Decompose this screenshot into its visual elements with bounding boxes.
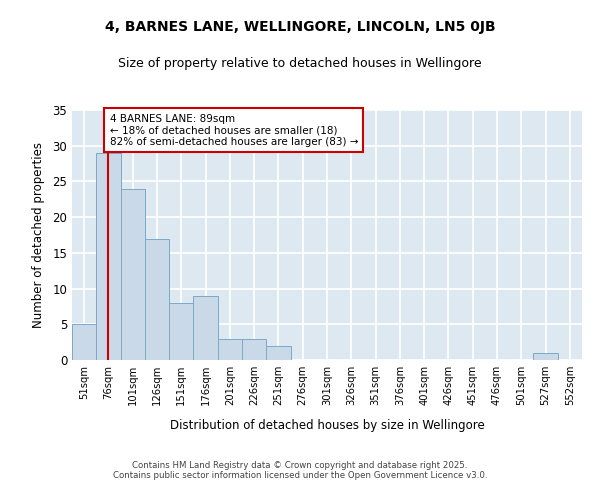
Bar bbox=[169, 303, 193, 360]
Bar bbox=[193, 296, 218, 360]
Bar bbox=[145, 238, 169, 360]
Bar bbox=[218, 338, 242, 360]
Text: 4 BARNES LANE: 89sqm
← 18% of detached houses are smaller (18)
82% of semi-detac: 4 BARNES LANE: 89sqm ← 18% of detached h… bbox=[110, 114, 358, 147]
Bar bbox=[96, 153, 121, 360]
Bar bbox=[121, 188, 145, 360]
Bar bbox=[72, 324, 96, 360]
Text: Contains HM Land Registry data © Crown copyright and database right 2025.
Contai: Contains HM Land Registry data © Crown c… bbox=[113, 460, 487, 480]
Text: 4, BARNES LANE, WELLINGORE, LINCOLN, LN5 0JB: 4, BARNES LANE, WELLINGORE, LINCOLN, LN5… bbox=[104, 20, 496, 34]
Bar bbox=[242, 338, 266, 360]
Y-axis label: Number of detached properties: Number of detached properties bbox=[32, 142, 46, 328]
Bar bbox=[533, 353, 558, 360]
Text: Size of property relative to detached houses in Wellingore: Size of property relative to detached ho… bbox=[118, 58, 482, 70]
X-axis label: Distribution of detached houses by size in Wellingore: Distribution of detached houses by size … bbox=[170, 419, 484, 432]
Bar bbox=[266, 346, 290, 360]
